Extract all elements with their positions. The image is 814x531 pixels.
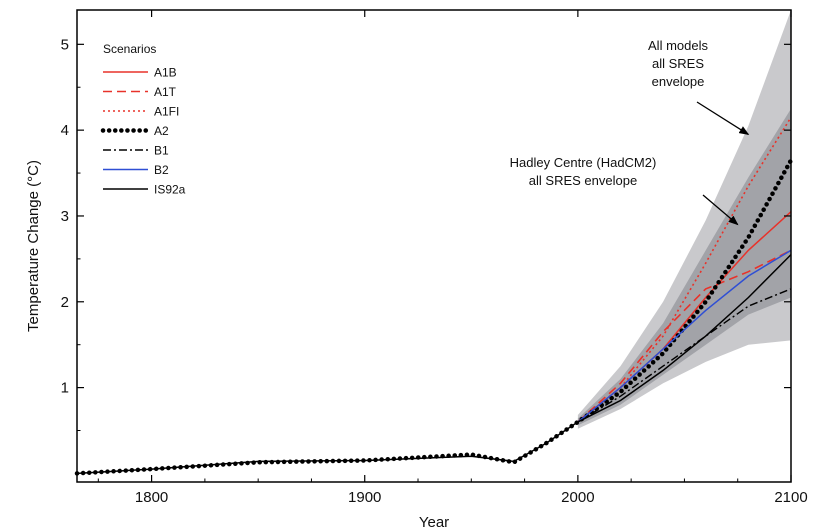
x-axis-ticks: 1800 1900 2000 2100 [97, 10, 808, 506]
annotation-text: envelope [652, 74, 705, 89]
plot-frame [76, 9, 792, 483]
x-tick-label: 1900 [348, 489, 381, 506]
legend-label-a2: A2 [154, 124, 169, 138]
envelope-bands [577, 10, 791, 429]
legend: Scenarios A1B A1T A1FI A2 B1 B2 IS92a [100, 42, 186, 197]
legend-label-b1: B1 [154, 144, 169, 158]
x-tick-label: 2100 [774, 489, 807, 506]
legend-label-a1b: A1B [154, 66, 177, 80]
y-axis-ticks: 1 2 3 4 5 [61, 36, 791, 432]
y-axis-label: Temperature Change (°C) [25, 160, 42, 332]
legend-label-a1fi: A1FI [154, 105, 179, 119]
annotation-text: all SRES [652, 56, 704, 71]
annotation-arrow [696, 101, 750, 135]
y-tick-label: 2 [61, 294, 69, 311]
y-tick-label: 1 [61, 380, 69, 397]
x-axis-label: Year [419, 514, 449, 531]
annotations: All models all SRES envelope Hadley Centre … [510, 38, 750, 226]
x-tick-label: 1800 [135, 489, 168, 506]
x-tick-label: 2000 [561, 489, 594, 506]
annotation-text: all SRES envelope [529, 173, 637, 188]
envelope-band-1 [577, 10, 791, 429]
legend-label-b2: B2 [154, 163, 169, 177]
annotation-text: All models [648, 38, 708, 53]
scenario-lines [74, 116, 794, 476]
y-tick-label: 3 [61, 208, 69, 225]
series-line-a1t [577, 249, 792, 423]
series-line-is92a [76, 254, 792, 475]
y-tick-label: 4 [61, 122, 69, 139]
y-tick-label: 5 [61, 36, 69, 53]
legend-label-a1t: A1T [154, 85, 177, 99]
annotation-arrow [702, 194, 739, 226]
series-line-b2 [577, 249, 792, 423]
legend-label-is92a: IS92a [154, 183, 186, 197]
legend-title: Scenarios [103, 42, 156, 56]
annotation-text: Hadley Centre (HadCM2) [510, 155, 657, 170]
series-line-b1 [577, 288, 792, 423]
envelope-band-2 [577, 108, 791, 426]
